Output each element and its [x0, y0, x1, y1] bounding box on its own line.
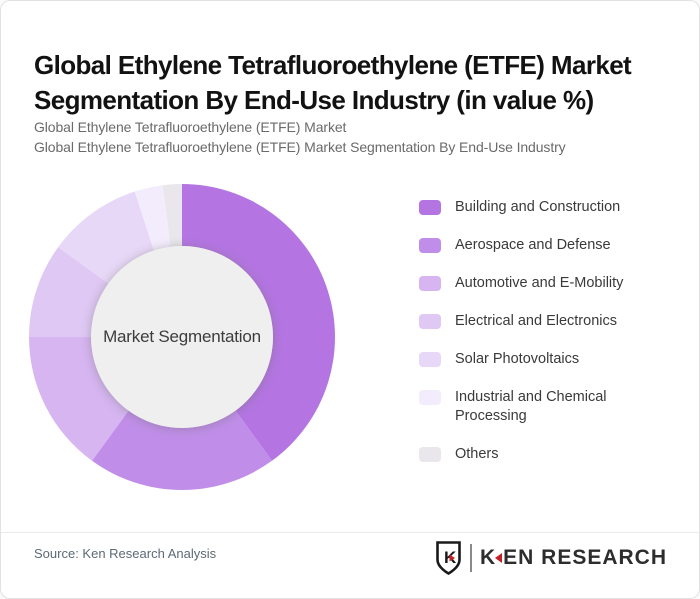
ken-research-logo: K K EN RESEARCH — [435, 541, 667, 575]
donut-segment — [29, 247, 109, 337]
donut-segment — [29, 337, 129, 461]
donut-segment — [182, 184, 335, 461]
donut-center-circle — [91, 246, 273, 428]
legend-swatch — [419, 314, 441, 329]
legend-label: Others — [455, 446, 499, 462]
donut-segment — [134, 185, 171, 251]
legend-item: Industrial and Chemical Processing — [419, 388, 669, 426]
legend-item: Building and Construction — [419, 198, 669, 217]
legend-swatch — [419, 276, 441, 291]
legend-label: Electrical and Electronics — [455, 313, 617, 329]
legend-swatch — [419, 200, 441, 215]
shield-icon: K — [436, 541, 461, 575]
donut-svg — [29, 184, 335, 490]
legend-swatch — [419, 238, 441, 253]
legend-item: Automotive and E-Mobility — [419, 274, 669, 293]
logo-separator — [469, 544, 472, 572]
donut-segment — [58, 191, 154, 284]
brand-rest: EN RESEARCH — [503, 546, 667, 569]
legend-label: Building and Construction — [455, 199, 621, 215]
footer-divider — [1, 532, 699, 533]
subtitle-line-2: Global Ethylene Tetrafluoroethylene (ETF… — [34, 139, 566, 155]
donut-segment — [162, 184, 182, 247]
brand-red-triangle-icon — [495, 553, 503, 563]
brand-k: K — [479, 546, 497, 569]
source-note: Source: Ken Research Analysis — [34, 546, 217, 561]
legend-item: Solar Photovoltaics — [419, 350, 669, 369]
donut-segment — [92, 410, 272, 490]
shield-red-triangle-icon — [449, 554, 455, 562]
legend-swatch — [419, 447, 441, 462]
legend-label: Automotive and E-Mobility — [455, 275, 624, 291]
page-title: Global Ethylene Tetrafluoroethylene (ETF… — [34, 50, 632, 115]
legend-label: Solar Photovoltaics — [455, 351, 580, 367]
subtitle-block: Global Ethylene Tetrafluoroethylene (ETF… — [34, 117, 679, 157]
brand-wordmark: K EN RESEARCH — [480, 546, 667, 570]
legend-swatch — [419, 390, 441, 405]
chart-legend: Building and Construction Aerospace and D… — [419, 198, 669, 464]
legend-swatch — [419, 352, 441, 367]
legend-item: Aerospace and Defense — [419, 236, 669, 255]
subtitle-line-1: Global Ethylene Tetrafluoroethylene (ETF… — [34, 119, 347, 135]
legend-item: Electrical and Electronics — [419, 312, 669, 331]
legend-item: Others — [419, 445, 669, 464]
donut-chart — [29, 184, 335, 490]
legend-label: Industrial and Chemical Processing — [455, 389, 607, 424]
legend-label: Aerospace and Defense — [455, 237, 611, 253]
